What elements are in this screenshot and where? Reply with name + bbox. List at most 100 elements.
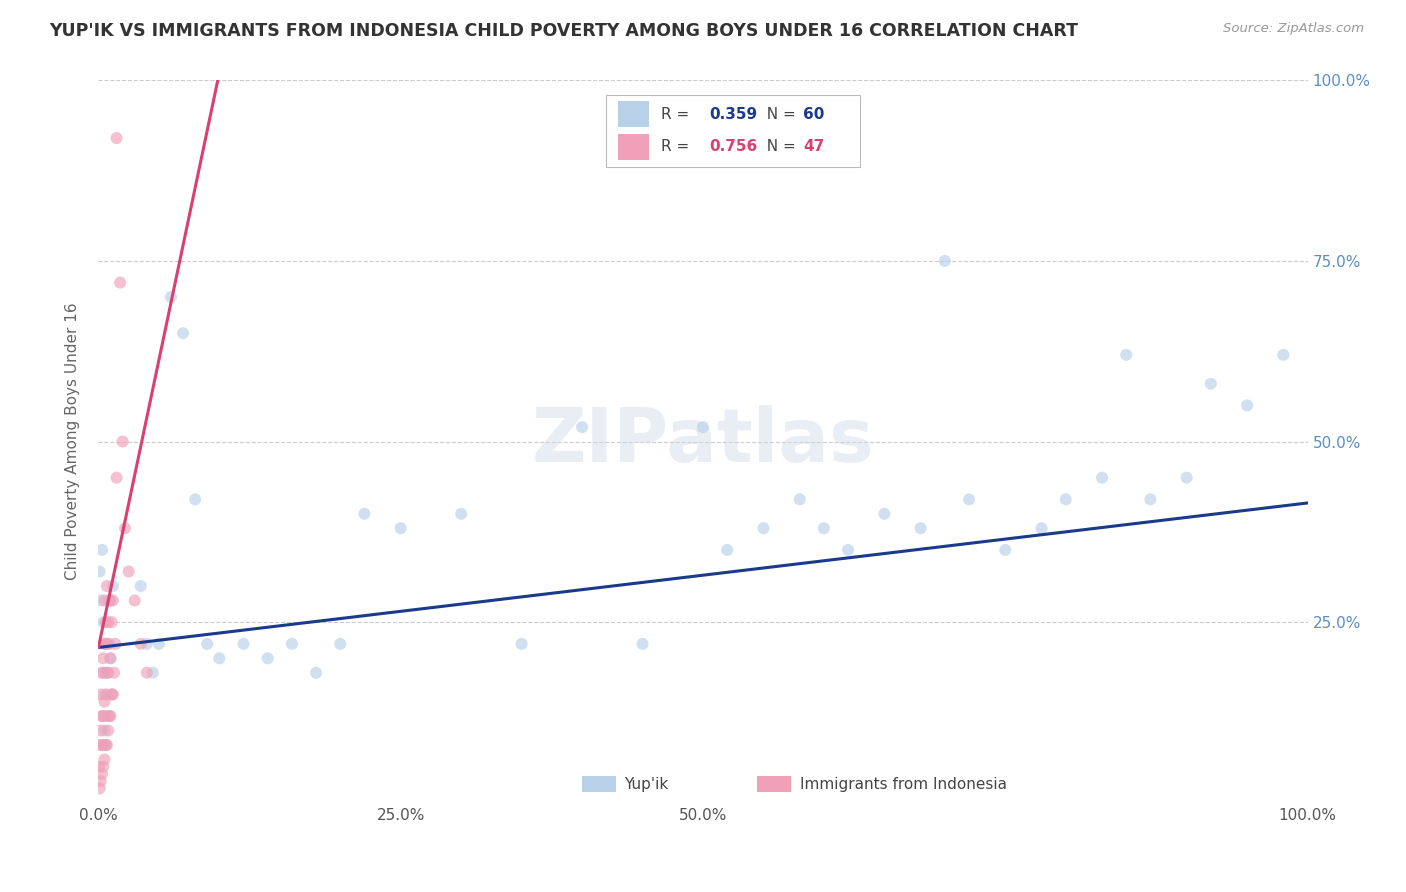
Point (91, 760, 114, 774)
Point (100, 687, 122, 701)
Point (103, 665, 125, 680)
Text: 0.359: 0.359 (709, 107, 758, 121)
Text: N =: N = (758, 139, 801, 154)
Point (135, 665, 157, 680)
Point (96, 637, 118, 651)
Point (91, 665, 114, 680)
Point (91, 542, 114, 557)
Point (1031, 521, 1053, 535)
Point (98, 637, 121, 651)
Point (232, 637, 254, 651)
Text: Immigrants from Indonesia: Immigrants from Indonesia (800, 777, 1007, 792)
FancyBboxPatch shape (619, 101, 648, 128)
Point (111, 434, 134, 449)
Point (91, 709, 114, 723)
Point (752, 521, 775, 535)
Point (89, 565, 111, 579)
Point (93, 637, 115, 651)
Point (97, 709, 120, 723)
FancyBboxPatch shape (758, 776, 792, 792)
Point (148, 637, 170, 651)
Point (91, 709, 114, 723)
Point (97, 723, 120, 738)
Point (90, 723, 112, 738)
Text: Yup'ik: Yup'ik (624, 777, 669, 792)
Point (98, 709, 121, 723)
Point (89, 738, 111, 752)
Point (91, 615, 114, 630)
Point (93, 723, 115, 738)
Point (281, 637, 304, 651)
Point (172, 326, 194, 340)
Point (994, 542, 1017, 557)
Point (100, 593, 122, 607)
Point (184, 492, 207, 507)
Point (837, 542, 859, 557)
Point (93, 687, 115, 701)
Point (87, 760, 110, 774)
Text: R =: R = (661, 139, 693, 154)
Point (93, 752, 115, 766)
Point (129, 579, 152, 593)
Point (1236, 398, 1258, 412)
Point (1054, 492, 1077, 507)
Point (789, 492, 811, 507)
Point (89, 781, 111, 796)
Point (96, 579, 118, 593)
Point (98, 593, 121, 607)
FancyBboxPatch shape (619, 134, 648, 160)
Point (105, 470, 128, 484)
Point (114, 521, 136, 535)
Point (90, 687, 112, 701)
Point (716, 542, 738, 557)
Point (118, 565, 141, 579)
Point (91, 738, 114, 752)
Point (571, 420, 593, 434)
FancyBboxPatch shape (582, 776, 616, 792)
Point (160, 290, 183, 304)
Point (104, 637, 127, 651)
Point (1139, 492, 1161, 507)
Text: N =: N = (758, 107, 801, 121)
Point (1175, 470, 1198, 484)
Point (90, 593, 112, 607)
Point (91, 665, 114, 680)
Text: 47: 47 (803, 139, 824, 154)
Text: R =: R = (661, 107, 693, 121)
Point (96, 738, 118, 752)
Point (957, 492, 980, 507)
Point (1272, 348, 1295, 362)
Point (94, 615, 117, 630)
Point (195, 637, 218, 651)
Point (813, 521, 835, 535)
Point (129, 637, 152, 651)
Point (934, 253, 956, 268)
Point (96, 637, 118, 651)
Point (101, 687, 124, 701)
Point (1091, 470, 1114, 484)
Point (96, 709, 118, 723)
Point (100, 615, 122, 630)
Point (256, 651, 278, 665)
Point (93, 593, 115, 607)
Point (910, 521, 932, 535)
Point (450, 507, 472, 521)
Point (94, 665, 117, 680)
Point (101, 579, 124, 593)
Point (91, 738, 114, 752)
Point (510, 637, 533, 651)
Text: 0.756: 0.756 (709, 139, 758, 154)
Point (90, 774, 112, 789)
Point (692, 420, 714, 434)
Point (96, 687, 118, 701)
Point (208, 651, 231, 665)
Text: Source: ZipAtlas.com: Source: ZipAtlas.com (1223, 22, 1364, 36)
Point (873, 507, 896, 521)
Point (108, 276, 131, 290)
Point (100, 709, 122, 723)
FancyBboxPatch shape (606, 95, 860, 167)
Point (100, 651, 122, 665)
Point (91, 709, 114, 723)
Point (101, 593, 124, 607)
Point (93, 637, 115, 651)
